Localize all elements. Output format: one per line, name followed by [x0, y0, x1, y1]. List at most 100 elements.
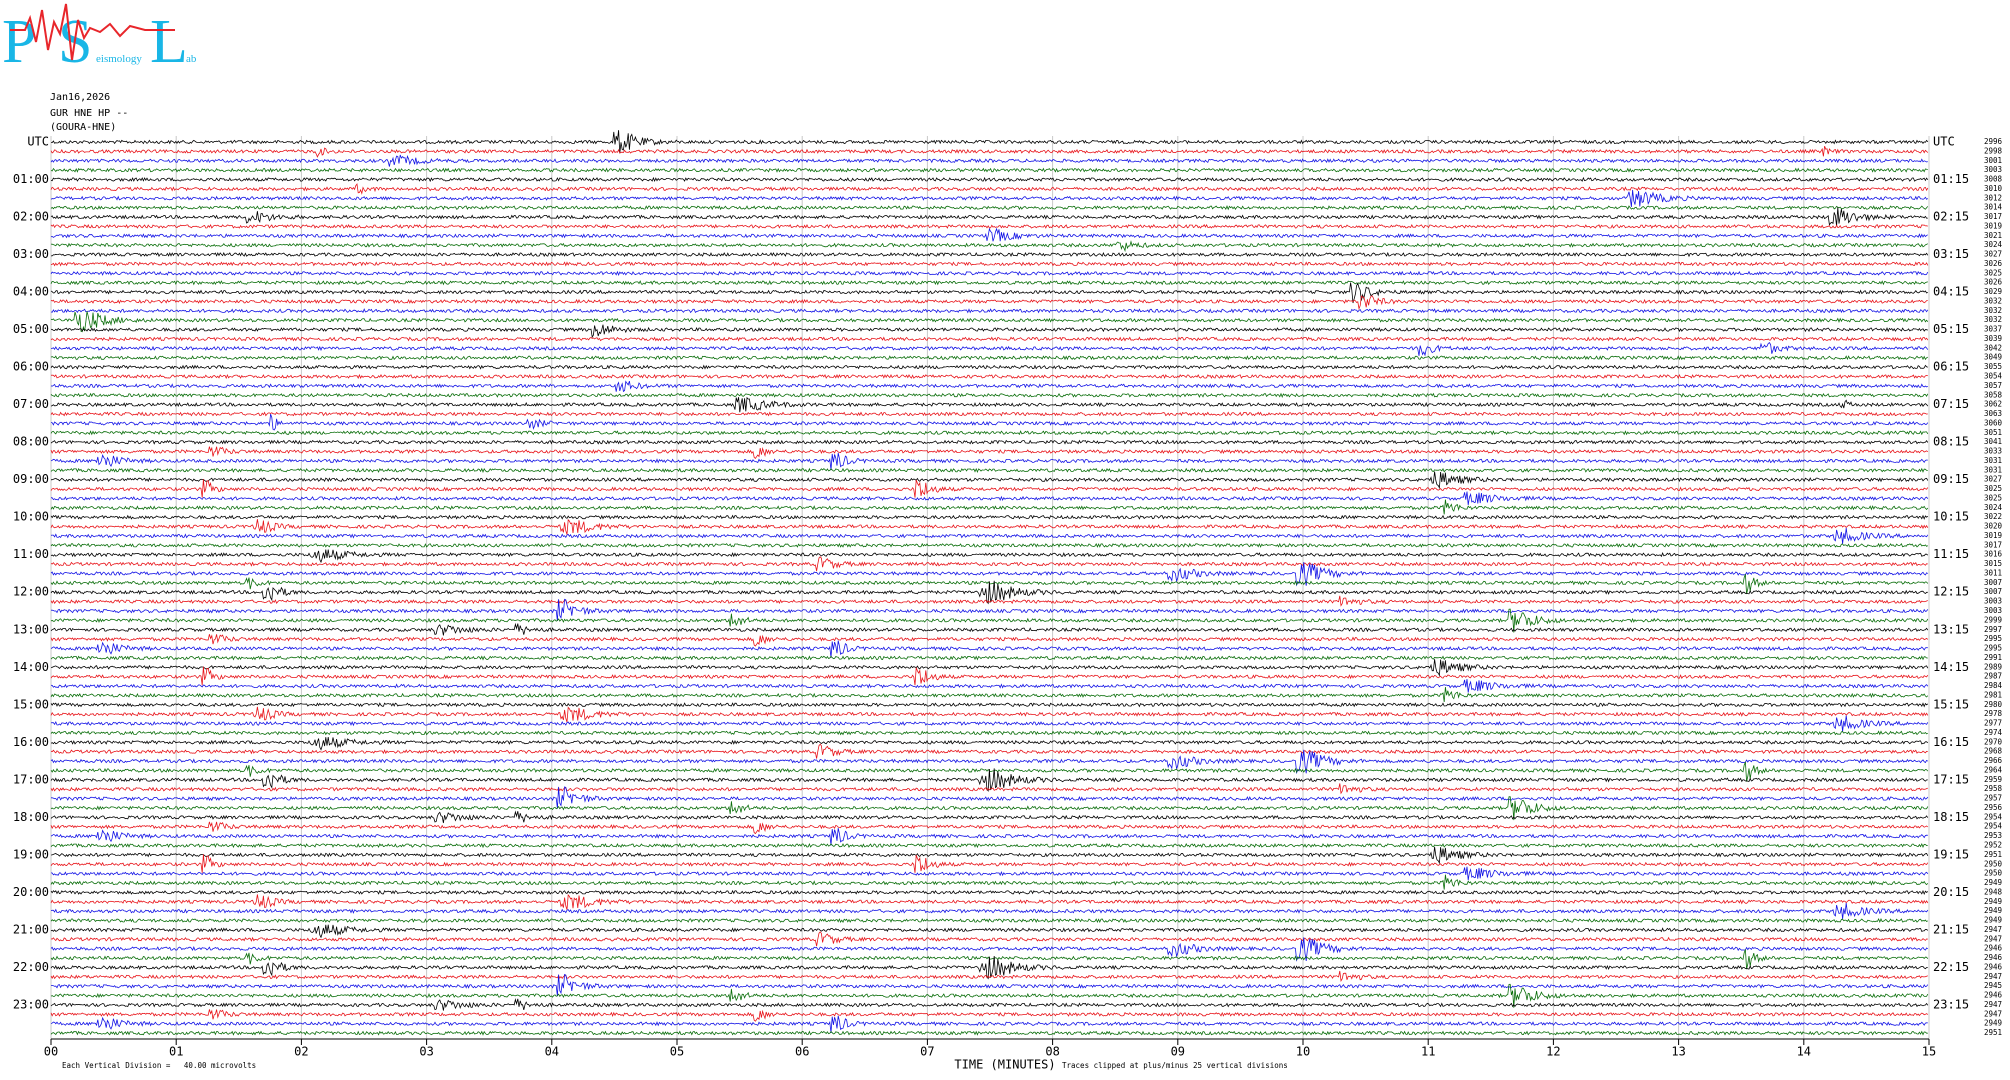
- trace: [50, 413, 1929, 431]
- logo-word: eismology: [96, 53, 142, 65]
- trace: [50, 580, 1928, 605]
- trace: [50, 702, 1929, 708]
- row-count: 2954: [1984, 812, 2003, 821]
- trace: [50, 1030, 1928, 1036]
- trace: [50, 846, 1929, 865]
- row-count: 2999: [1984, 615, 2002, 624]
- trace: [50, 446, 1929, 459]
- row-count: 3054: [1984, 372, 2003, 381]
- trace: [50, 396, 1929, 413]
- row-count: 2949: [1984, 897, 2002, 906]
- trace: [50, 706, 1929, 723]
- row-count: 3063: [1984, 409, 2002, 418]
- row-count: 2989: [1984, 662, 2002, 671]
- trace: [50, 595, 1928, 607]
- row-count: 3003: [1984, 165, 2002, 174]
- hour-label-right: 22:15: [1933, 960, 1969, 974]
- row-count: 2996: [1984, 137, 2003, 146]
- row-count: 3049: [1984, 353, 2002, 362]
- trace: [50, 768, 1928, 792]
- trace: [50, 1015, 1928, 1033]
- trace: [50, 380, 1928, 393]
- trace: [50, 687, 1929, 703]
- hour-label-right: 05:15: [1933, 322, 1969, 336]
- trace: [50, 392, 1929, 398]
- trace: [50, 324, 1928, 339]
- row-count: 3032: [1984, 315, 2002, 324]
- station: (GOURA-HNE): [50, 122, 116, 133]
- row-count: 2954: [1984, 822, 2003, 831]
- hour-label: 16:00: [13, 735, 49, 749]
- trace: [50, 270, 1929, 276]
- row-count: 2957: [1984, 794, 2002, 803]
- trace: [50, 903, 1929, 920]
- trace: [50, 183, 1929, 195]
- row-count: 2984: [1984, 681, 2003, 690]
- trace: [50, 467, 1928, 473]
- row-count: 3062: [1984, 400, 2002, 409]
- hour-label-right: 18:15: [1933, 810, 1969, 824]
- trace: [51, 130, 1929, 154]
- row-count: 3031: [1984, 456, 2002, 465]
- row-count: 3029: [1984, 287, 2002, 296]
- trace: [50, 556, 1928, 572]
- trace: [50, 634, 1929, 647]
- row-count: 3037: [1984, 325, 2002, 334]
- trace: [50, 227, 1928, 242]
- row-count: 3017: [1984, 540, 2002, 549]
- trace: [50, 655, 1928, 661]
- trace: [50, 924, 1929, 939]
- x-tick-label: 11: [1421, 1045, 1435, 1059]
- trace: [50, 737, 1929, 751]
- row-count: 2968: [1984, 747, 2003, 756]
- row-count: 3051: [1984, 428, 2002, 437]
- hour-label-right: 08:15: [1933, 435, 1969, 449]
- row-count: 2970: [1984, 737, 2003, 746]
- logo-letter: P: [2, 8, 36, 76]
- hour-label-right: 06:15: [1933, 360, 1969, 374]
- row-count: 2964: [1984, 765, 2003, 774]
- row-count: 3008: [1984, 175, 2003, 184]
- date: Jan16,2026: [50, 92, 110, 103]
- logo: P S L eismology ab: [2, 3, 197, 76]
- row-count: 2995: [1984, 644, 2002, 653]
- division-note: Each Vertical Division = 40.00 microvolt…: [62, 1061, 256, 1070]
- trace: [50, 666, 1929, 686]
- row-count: 3027: [1984, 475, 2002, 484]
- trace: [50, 821, 1929, 835]
- axis-title: TIME (MINUTES): [954, 1058, 1055, 1072]
- hour-label-right: 14:15: [1933, 660, 1969, 674]
- row-count: 3003: [1984, 597, 2002, 606]
- row-count: 3057: [1984, 381, 2002, 390]
- row-count: 3031: [1984, 465, 2002, 474]
- row-count: 2956: [1984, 803, 2003, 812]
- row-count: 3041: [1984, 437, 2002, 446]
- hour-label: 20:00: [13, 885, 49, 899]
- trace: [50, 715, 1929, 732]
- row-count: 3003: [1984, 606, 2002, 615]
- row-count: 3032: [1984, 296, 2002, 305]
- row-count: 2949: [1984, 878, 2002, 887]
- hour-label: 07:00: [13, 397, 49, 411]
- trace: [50, 452, 1928, 471]
- row-count: 2946: [1984, 944, 2003, 953]
- hour-label: 19:00: [13, 847, 49, 861]
- row-count: 2947: [1984, 925, 2002, 934]
- row-count: 3032: [1984, 306, 2002, 315]
- row-count: 2949: [1984, 906, 2002, 915]
- row-count: 3010: [1984, 184, 2003, 193]
- hour-label: 05:00: [13, 322, 49, 336]
- row-count: 2947: [1984, 1000, 2002, 1009]
- row-count: 2974: [1984, 728, 2003, 737]
- x-tick-label: 00: [44, 1045, 58, 1059]
- trace: [51, 973, 1929, 997]
- trace: [50, 931, 1928, 947]
- trace: [50, 261, 1929, 267]
- row-count: 3033: [1984, 447, 2002, 456]
- trace: [50, 983, 1929, 1008]
- row-count: 3026: [1984, 259, 2003, 268]
- trace: [50, 622, 1929, 636]
- trace: [50, 295, 1928, 311]
- grid: [50, 136, 1930, 1045]
- trace: [50, 562, 1929, 587]
